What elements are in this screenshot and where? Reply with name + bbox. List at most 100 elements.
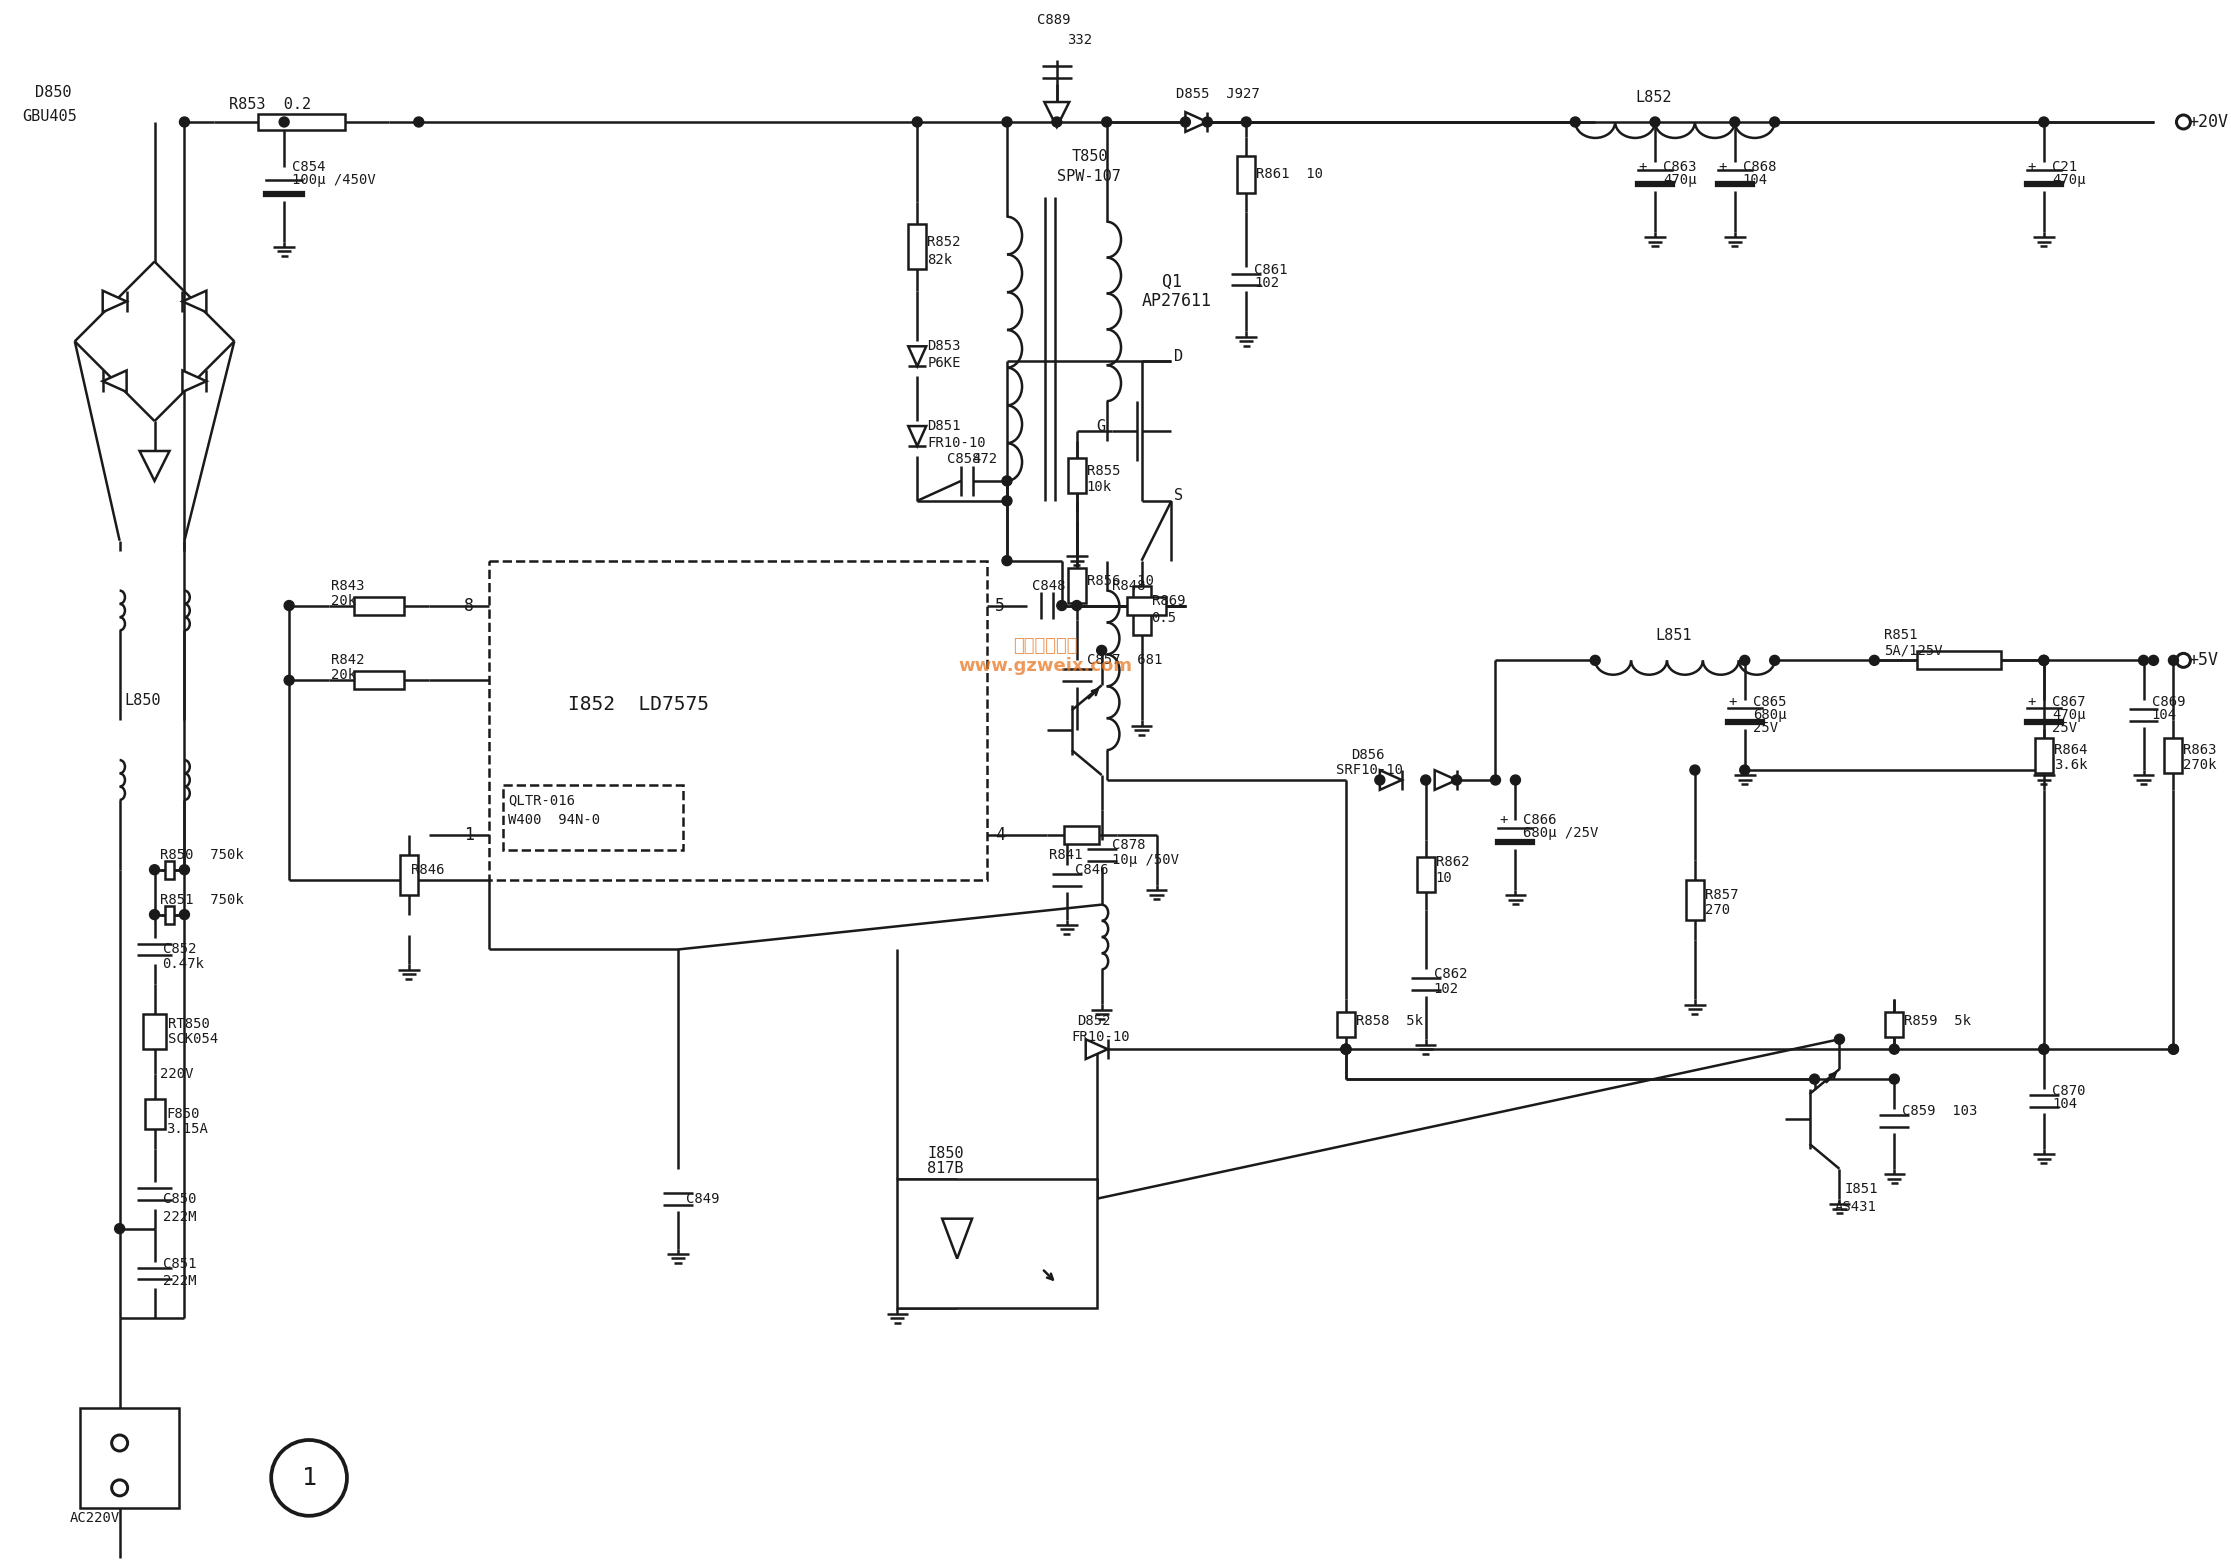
Polygon shape: [1086, 1040, 1107, 1058]
Polygon shape: [183, 290, 207, 312]
Text: 680μ /25V: 680μ /25V: [1524, 826, 1600, 840]
Text: G: G: [1098, 418, 1107, 434]
Text: C846: C846: [1075, 863, 1109, 877]
Bar: [259, 114, 346, 130]
Text: C21: C21: [2053, 159, 2077, 173]
Bar: [1885, 1012, 1903, 1037]
Text: P6KE: P6KE: [928, 356, 962, 370]
Text: 470μ: 470μ: [2053, 709, 2086, 723]
Text: R864: R864: [2055, 743, 2088, 757]
Text: 82k: 82k: [928, 253, 953, 267]
Text: R851  750k: R851 750k: [161, 893, 243, 907]
Bar: [1336, 1012, 1354, 1037]
Bar: [399, 855, 417, 894]
Polygon shape: [1185, 112, 1207, 131]
Circle shape: [1051, 117, 1062, 126]
Polygon shape: [103, 370, 127, 392]
Text: 10μ /50V: 10μ /50V: [1111, 852, 1178, 866]
Bar: [145, 1099, 165, 1129]
Circle shape: [283, 676, 294, 685]
Text: C868: C868: [1742, 159, 1776, 173]
Circle shape: [1769, 117, 1780, 126]
Text: R857: R857: [1704, 888, 1738, 902]
Polygon shape: [1379, 770, 1401, 790]
Bar: [1417, 857, 1435, 893]
Text: C861: C861: [1254, 262, 1287, 276]
Text: 680μ: 680μ: [1754, 709, 1787, 723]
Text: RT850: RT850: [170, 1018, 210, 1032]
Circle shape: [2039, 1044, 2048, 1054]
Bar: [1133, 585, 1151, 635]
Text: C857  681: C857 681: [1086, 654, 1162, 668]
Text: R848: R848: [1111, 579, 1145, 593]
Text: 104: 104: [2053, 1097, 2077, 1111]
Bar: [355, 671, 404, 690]
Text: R861  10: R861 10: [1256, 167, 1323, 181]
Text: 104: 104: [1742, 173, 1767, 187]
Text: SRF10-10: SRF10-10: [1336, 763, 1403, 777]
Text: D: D: [1174, 348, 1185, 364]
Polygon shape: [1435, 770, 1457, 790]
Bar: [504, 785, 683, 849]
Text: 0.47k: 0.47k: [163, 957, 205, 971]
Circle shape: [1057, 601, 1066, 610]
Circle shape: [1740, 765, 1749, 774]
Bar: [80, 1408, 178, 1508]
Circle shape: [2169, 1044, 2177, 1054]
Text: AS431: AS431: [1834, 1200, 1876, 1214]
Circle shape: [1689, 765, 1700, 774]
Text: 3.6k: 3.6k: [2055, 759, 2088, 773]
Circle shape: [1890, 1074, 1899, 1083]
Circle shape: [1341, 1044, 1352, 1054]
Text: C858: C858: [948, 453, 982, 467]
Circle shape: [1571, 117, 1580, 126]
Text: R846: R846: [411, 863, 444, 877]
Text: AP27611: AP27611: [1142, 292, 1211, 311]
Text: 222M: 222M: [163, 1210, 196, 1224]
Text: I851: I851: [1845, 1182, 1879, 1196]
Text: I850: I850: [928, 1146, 964, 1161]
Circle shape: [2140, 656, 2148, 665]
Text: S: S: [1174, 489, 1185, 503]
Text: SCK054: SCK054: [170, 1032, 219, 1046]
Text: C870: C870: [2053, 1083, 2086, 1097]
Text: 270k: 270k: [2184, 759, 2218, 773]
Bar: [2035, 738, 2053, 773]
Bar: [1064, 826, 1100, 845]
Circle shape: [1240, 117, 1252, 126]
Bar: [1238, 156, 1256, 194]
Text: C850: C850: [163, 1191, 196, 1205]
Text: L852: L852: [1635, 89, 1671, 105]
Text: R842: R842: [330, 654, 364, 668]
Text: 8: 8: [464, 596, 473, 615]
Polygon shape: [941, 1219, 973, 1258]
Text: C852: C852: [163, 943, 196, 957]
Text: +: +: [1729, 695, 1736, 709]
Text: +: +: [1638, 159, 1646, 173]
Text: 472: 472: [973, 453, 997, 467]
Circle shape: [2039, 656, 2048, 665]
Text: R851: R851: [1885, 629, 1919, 643]
Text: C878: C878: [1111, 838, 1145, 852]
Text: 102: 102: [1254, 276, 1278, 290]
Text: 470μ: 470μ: [1662, 173, 1696, 187]
Circle shape: [1098, 645, 1107, 656]
Circle shape: [283, 601, 294, 610]
Circle shape: [1421, 774, 1430, 785]
Text: R859  5k: R859 5k: [1905, 1015, 1972, 1029]
Text: 220V: 220V: [161, 1068, 194, 1082]
Circle shape: [1740, 656, 1749, 665]
Circle shape: [1002, 556, 1013, 565]
Circle shape: [1341, 1044, 1352, 1054]
Text: QLTR-016: QLTR-016: [509, 793, 576, 807]
Polygon shape: [908, 426, 926, 446]
Text: C865: C865: [1754, 695, 1787, 709]
Text: D853: D853: [928, 339, 962, 353]
Text: FR10-10: FR10-10: [928, 436, 986, 450]
Text: C862: C862: [1435, 968, 1468, 982]
Circle shape: [279, 117, 290, 126]
Text: T850: T850: [1071, 150, 1109, 164]
Circle shape: [1809, 1074, 1820, 1083]
Text: 332: 332: [1066, 33, 1091, 47]
Circle shape: [1002, 117, 1013, 126]
